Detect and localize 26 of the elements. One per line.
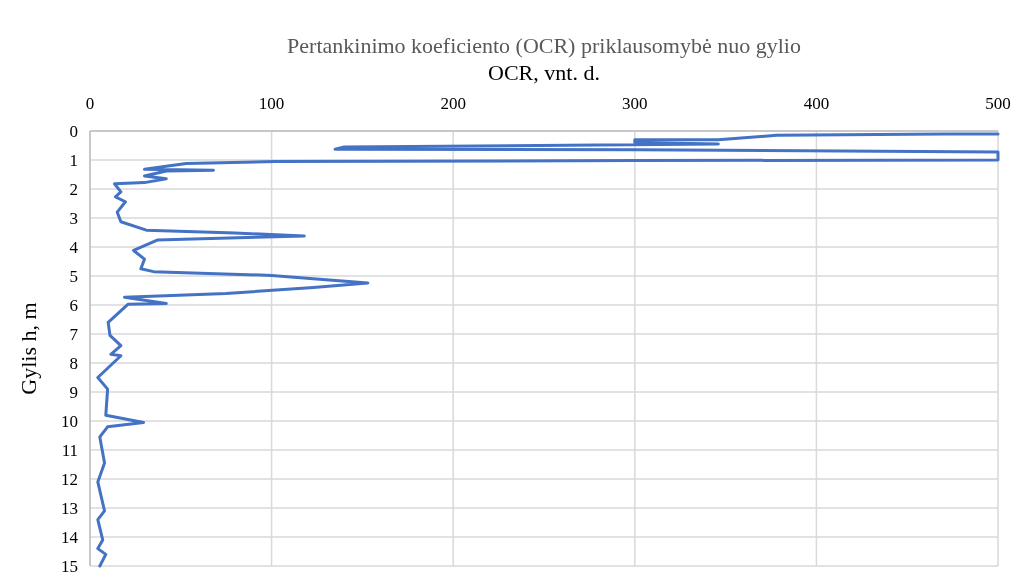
y-tick-label: 10 <box>61 411 78 431</box>
x-tick-label: 500 <box>985 94 1011 113</box>
x-tick-label: 0 <box>85 94 95 113</box>
x-tick-label: 300 <box>622 94 648 113</box>
x-tick-label: 100 <box>258 94 285 113</box>
y-tick-label: 9 <box>69 382 78 402</box>
y-tick-label: 7 <box>69 324 79 344</box>
y-tick-label: 15 <box>61 556 78 576</box>
y-tick-label: 2 <box>69 179 78 199</box>
y-tick-label: 0 <box>69 121 78 141</box>
y-tick-label: 12 <box>61 469 78 489</box>
y-tick-label: 5 <box>69 266 78 286</box>
y-tick-label: 3 <box>69 208 78 228</box>
y-axis-title: Gylis h, m <box>16 302 41 395</box>
x-tick-label: 200 <box>440 94 466 113</box>
x-tick-label: 400 <box>803 94 830 113</box>
y-tick-label: 14 <box>61 527 79 547</box>
y-tick-label: 13 <box>61 498 78 518</box>
y-tick-label: 4 <box>69 237 79 257</box>
y-tick-label: 6 <box>69 295 78 315</box>
y-tick-label: 8 <box>69 353 78 373</box>
chart-title: Pertankinimo koeficiento (OCR) priklausomybė nuo gylio <box>287 33 801 58</box>
x-axis-title: OCR, vnt. d. <box>488 60 600 85</box>
y-tick-label: 1 <box>69 150 78 170</box>
line-series <box>96 132 1000 568</box>
y-tick-label: 11 <box>61 440 78 460</box>
